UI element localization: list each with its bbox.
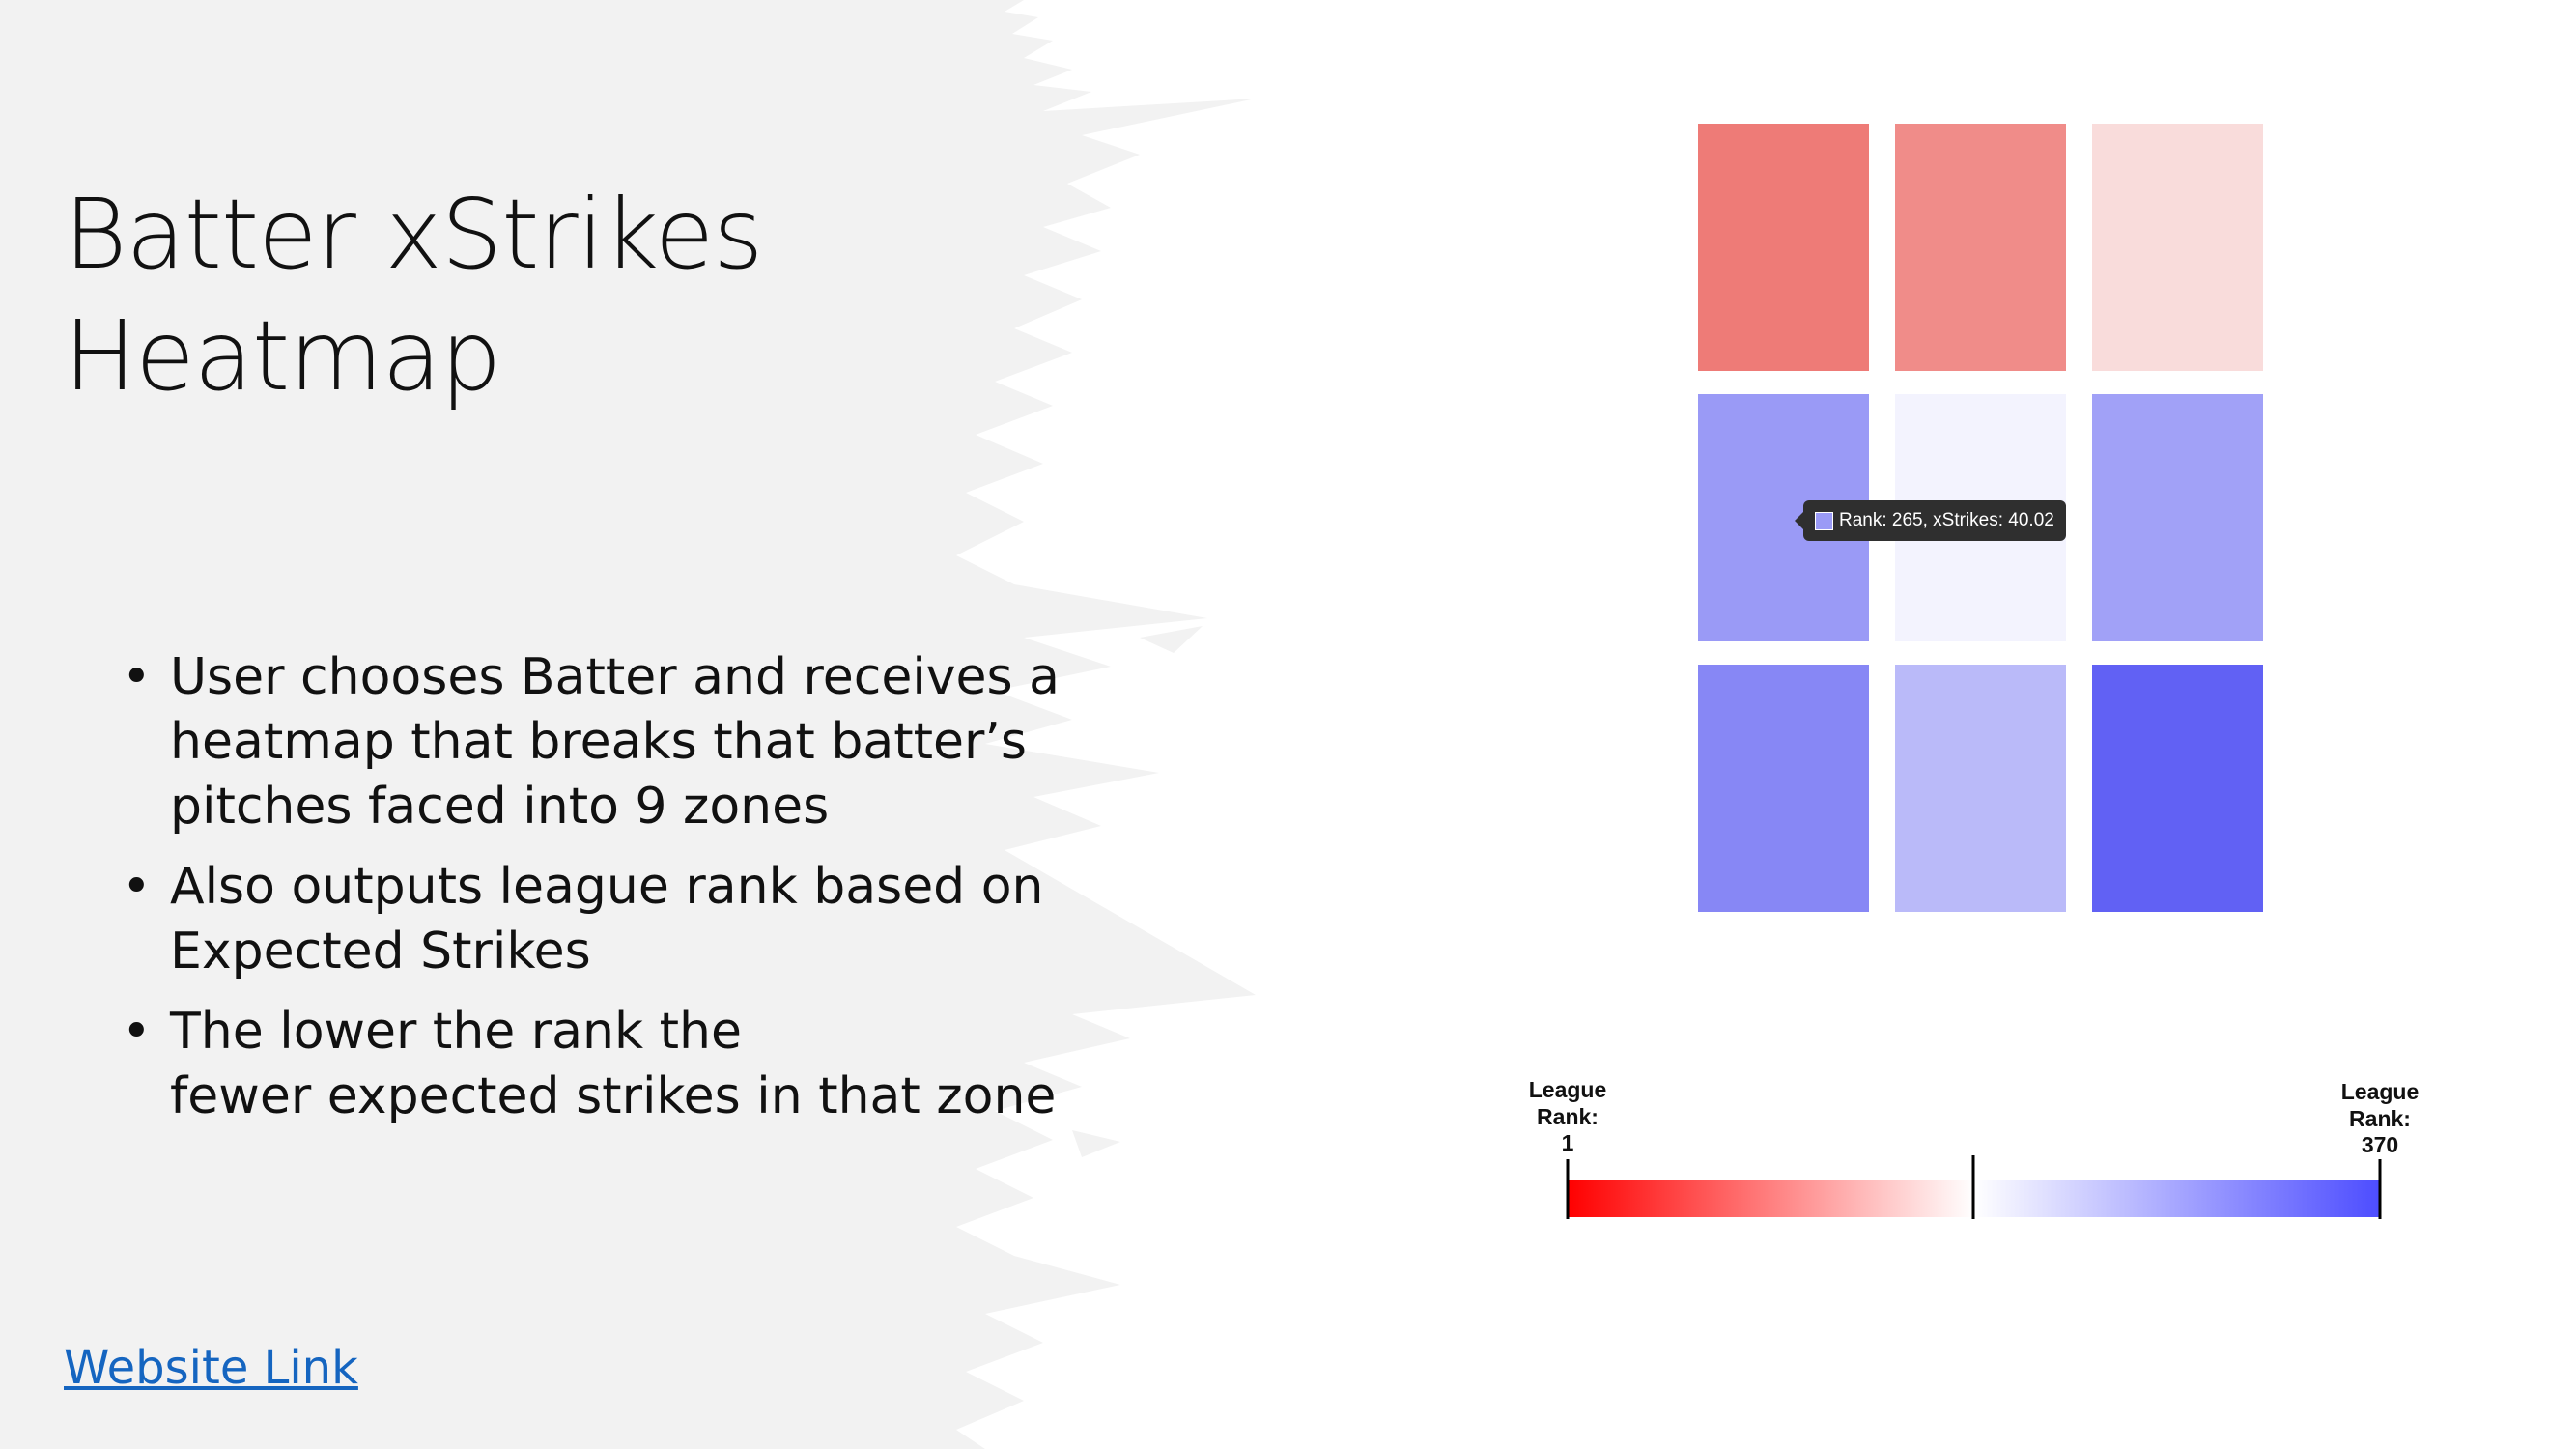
scale-max-label-line: Rank: [2349, 1106, 2411, 1131]
bullet-dot: • [122, 1003, 152, 1061]
heatmap-cell-r0-c1[interactable] [1895, 124, 2066, 371]
bullet-dot: • [122, 648, 152, 706]
bullet-text-line: heatmap that breaks that batter’s [170, 713, 1027, 771]
heatmap-chart [1698, 124, 2263, 912]
heatmap-tooltip: Rank: 265, xStrikes: 40.02 [1795, 500, 2066, 541]
scale-max-label-line: 370 [2362, 1132, 2398, 1157]
tooltip-text: Rank: 265, xStrikes: 40.02 [1839, 510, 2054, 530]
rank-color-scale: League Rank: 1 League Rank: 370 [1529, 1077, 2420, 1219]
bullet-text-line: pitches faced into 9 zones [170, 778, 830, 836]
tooltip-color-swatch [1815, 511, 1833, 530]
scale-max-label-line: League [2341, 1079, 2420, 1104]
slide-title-line: Heatmap [64, 299, 501, 412]
heatmap-cell-r0-c2[interactable] [2092, 124, 2263, 371]
bullet-text-line: Expected Strikes [170, 923, 591, 980]
bullet-text-line: fewer expected strikes in that zone [170, 1067, 1057, 1125]
bullet-item: • User chooses Batter and receives a hea… [114, 645, 1061, 839]
slide-title: Batter xStrikes Heatmap [64, 174, 763, 417]
website-link[interactable]: Website Link [64, 1341, 358, 1395]
scale-min-label-line: League [1529, 1077, 1607, 1102]
heatmap-cell-r0-c0[interactable] [1698, 124, 1869, 371]
bullet-text-line: Also outputs league rank based on [170, 858, 1044, 916]
heatmap-cell-r2-c2[interactable] [2092, 665, 2263, 912]
slide-title-line: Batter xStrikes [64, 178, 763, 291]
scale-min-label-line: Rank: [1537, 1104, 1599, 1129]
scale-min-label-line: 1 [1562, 1130, 1574, 1155]
bullet-item: • The lower the rank the fewer expected … [114, 1000, 1061, 1129]
bullet-item: • Also outputs league rank based on Expe… [114, 855, 1061, 984]
bullet-text-line: The lower the rank the [170, 1003, 742, 1061]
bullet-dot: • [122, 858, 152, 916]
bullet-list: • User chooses Batter and receives a hea… [114, 645, 1061, 1145]
heatmap-cell-r1-c2[interactable] [2092, 394, 2263, 641]
heatmap-cell-r2-c0[interactable] [1698, 665, 1869, 912]
bullet-text-line: User chooses Batter and receives a [170, 648, 1061, 706]
heatmap-cell-r2-c1[interactable] [1895, 665, 2066, 912]
